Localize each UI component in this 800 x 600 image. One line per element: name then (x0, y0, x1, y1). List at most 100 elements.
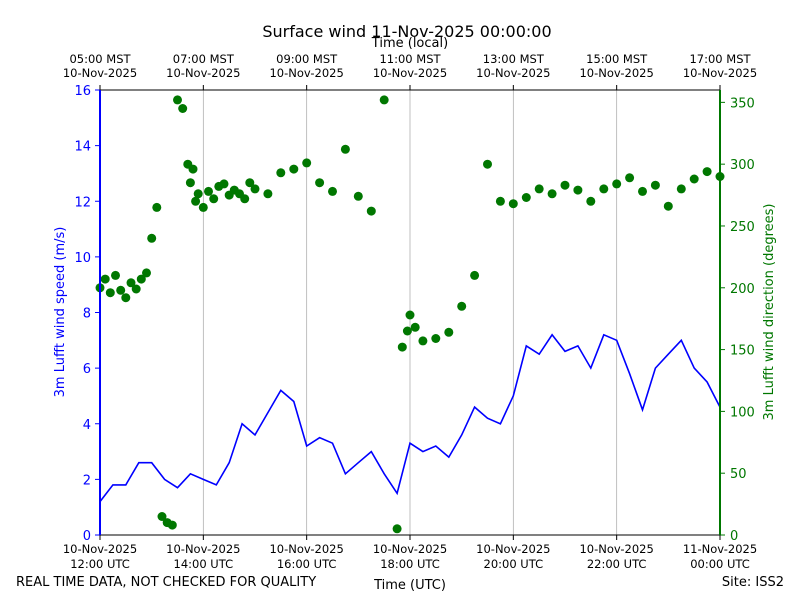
bottom-tick-date: 10-Nov-2025 (269, 542, 343, 556)
direction-point (586, 196, 596, 206)
direction-point (392, 524, 402, 534)
direction-point (191, 196, 201, 206)
left-tick-label: 4 (83, 418, 91, 433)
direction-point (193, 189, 203, 199)
top-tick-time: 15:00 MST (586, 52, 648, 66)
series-line-wind-speed (99, 333, 721, 503)
series-markers-wind-direction (95, 95, 725, 534)
bottom-tick-date: 10-Nov-2025 (373, 542, 447, 556)
bottom-tick-date: 10-Nov-2025 (63, 542, 137, 556)
direction-point (397, 342, 407, 352)
direction-point (185, 178, 195, 188)
top-axis-title: Time (local) (371, 36, 448, 51)
direction-point (483, 159, 492, 169)
top-tick-time: 09:00 MST (276, 52, 338, 66)
x-axis-label: Time (UTC) (373, 578, 446, 593)
direction-point (689, 174, 699, 184)
top-tick-date: 10-Nov-2025 (63, 66, 137, 80)
left-tick-label: 12 (74, 195, 91, 210)
bottom-tick-time: 12:00 UTC (70, 557, 130, 571)
direction-point (315, 178, 325, 188)
direction-point (599, 184, 609, 194)
top-tick-time: 13:00 MST (483, 52, 545, 66)
right-tick-label: 250 (730, 220, 755, 235)
direction-point (650, 180, 660, 190)
left-tick-label: 2 (83, 473, 91, 488)
direction-point (612, 179, 622, 189)
direction-point (521, 193, 531, 202)
direction-point (209, 194, 219, 204)
bottom-tick-time: 18:00 UTC (380, 557, 440, 571)
direction-point (431, 334, 441, 343)
left-tick-label: 0 (83, 529, 91, 544)
right-tick-label: 150 (730, 344, 755, 359)
direction-point (405, 310, 415, 320)
direction-point (173, 95, 182, 105)
direction-point (136, 274, 146, 284)
direction-point (157, 512, 167, 521)
direction-point (167, 520, 177, 530)
direction-point (152, 202, 162, 212)
direction-point (470, 270, 480, 280)
direction-point (245, 178, 255, 188)
left-tick-label: 6 (83, 362, 91, 377)
direction-point (147, 233, 157, 243)
top-tick-date: 10-Nov-2025 (166, 66, 240, 80)
bottom-tick-time: 16:00 UTC (277, 557, 337, 571)
direction-point (560, 180, 570, 190)
direction-point (638, 186, 647, 196)
footer-site: Site: ISS2 (721, 575, 784, 590)
top-tick-time: 07:00 MST (173, 52, 235, 66)
direction-point (547, 189, 557, 199)
direction-point (126, 278, 136, 288)
direction-point (276, 168, 286, 178)
direction-point (457, 301, 467, 311)
right-tick-label: 350 (730, 96, 755, 111)
direction-point (410, 322, 420, 332)
left-axis-label: 3m Lufft wind speed (m/s) (53, 227, 68, 398)
bottom-tick-time: 14:00 UTC (174, 557, 234, 571)
direction-point (240, 194, 250, 204)
direction-point (142, 268, 151, 278)
top-tick-date: 10-Nov-2025 (683, 66, 757, 80)
right-axis-label: 3m Lufft wind direction (degrees) (762, 204, 777, 421)
chart-title: Surface wind 11-Nov-2025 00:00:00 (262, 22, 551, 41)
bottom-tick-time: 22:00 UTC (587, 557, 647, 571)
direction-point (379, 95, 389, 105)
top-tick-date: 10-Nov-2025 (269, 66, 343, 80)
direction-point (625, 173, 635, 183)
bottom-tick-time: 00:00 UTC (690, 557, 750, 571)
right-tick-label: 300 (730, 158, 755, 173)
direction-point (573, 185, 583, 195)
direction-point (508, 199, 518, 209)
direction-point (116, 285, 126, 295)
direction-point (105, 288, 115, 298)
footer-quality-note: REAL TIME DATA, NOT CHECKED FOR QUALITY (16, 575, 317, 590)
direction-point (534, 184, 544, 194)
direction-point (204, 186, 213, 196)
bottom-tick-time: 20:00 UTC (484, 557, 544, 571)
direction-point (676, 184, 686, 194)
direction-point (402, 326, 412, 336)
left-axis-ticks: 0 2 4 6 8 10 12 14 16 (74, 84, 100, 544)
right-tick-label: 50 (730, 467, 747, 482)
bottom-tick-date: 11-Nov-2025 (683, 542, 757, 556)
direction-point (418, 336, 428, 346)
direction-point (198, 202, 208, 212)
top-tick-date: 10-Nov-2025 (579, 66, 653, 80)
direction-point (263, 189, 273, 199)
direction-point (111, 270, 120, 280)
direction-point (219, 179, 229, 189)
direction-point (131, 284, 141, 294)
left-tick-label: 16 (74, 84, 91, 99)
top-tick-time: 17:00 MST (689, 52, 751, 66)
direction-point (188, 164, 198, 174)
direction-point (100, 274, 110, 284)
bottom-tick-date: 10-Nov-2025 (166, 542, 240, 556)
direction-point (353, 191, 363, 201)
direction-point (444, 327, 454, 337)
left-tick-label: 8 (83, 307, 91, 322)
